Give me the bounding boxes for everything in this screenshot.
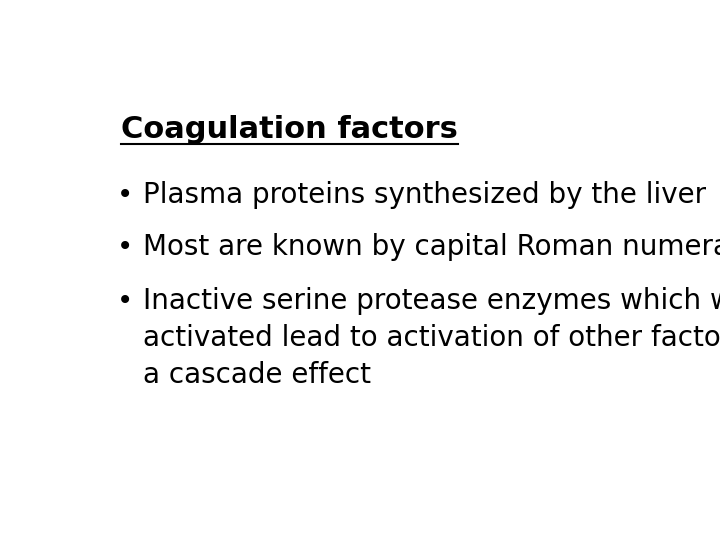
Text: •: • bbox=[117, 181, 133, 209]
Text: Most are known by capital Roman numerals: Most are known by capital Roman numerals bbox=[143, 233, 720, 261]
Text: Plasma proteins synthesized by the liver: Plasma proteins synthesized by the liver bbox=[143, 181, 706, 209]
Text: •: • bbox=[117, 233, 133, 261]
Text: Coagulation factors: Coagulation factors bbox=[121, 114, 458, 144]
Text: Inactive serine protease enzymes which when
activated lead to activation of othe: Inactive serine protease enzymes which w… bbox=[143, 287, 720, 389]
Text: •: • bbox=[117, 287, 133, 315]
